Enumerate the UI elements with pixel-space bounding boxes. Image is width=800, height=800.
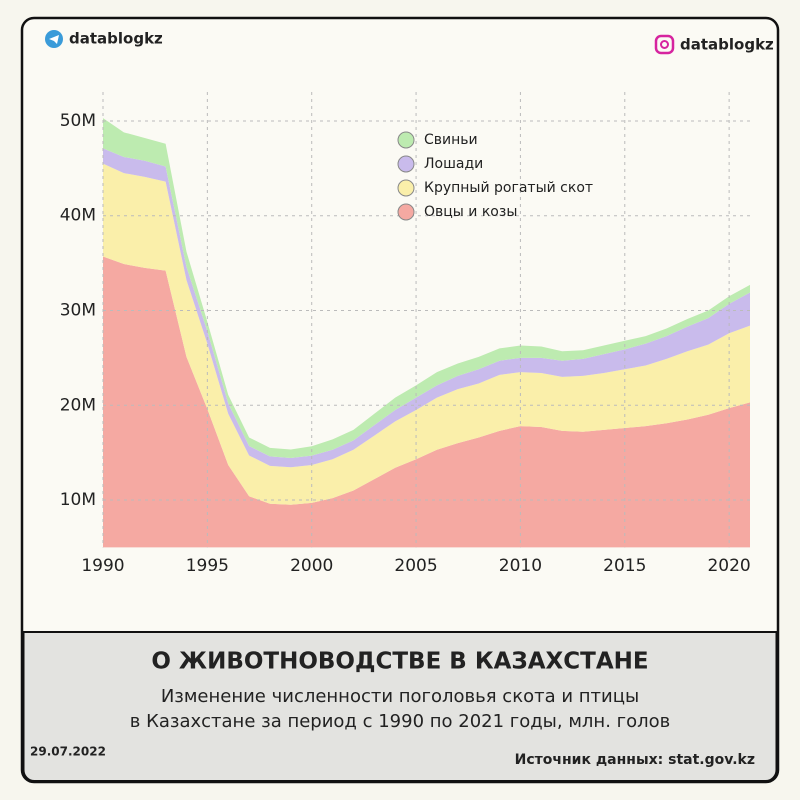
legend-label: Крупный рогатый скот bbox=[424, 180, 593, 196]
header-left: datablogkz bbox=[69, 30, 163, 48]
legend-label: Свиньи bbox=[424, 132, 478, 148]
x-tick-label: 2020 bbox=[707, 556, 750, 576]
area bbox=[103, 148, 750, 468]
footer-panel bbox=[22, 631, 778, 782]
instagram-icon bbox=[654, 34, 675, 55]
legend-swatch bbox=[397, 131, 415, 149]
instagram-lens bbox=[660, 40, 669, 49]
area bbox=[103, 118, 750, 459]
footer-subtitle: Изменение численности поголовья скота и … bbox=[161, 686, 639, 707]
telegram-plane bbox=[49, 35, 59, 44]
header-right: datablogkz bbox=[680, 36, 774, 54]
x-tick-label: 2010 bbox=[499, 556, 542, 576]
x-tick-label: 2015 bbox=[603, 556, 646, 576]
y-tick-label: 20M bbox=[60, 395, 96, 415]
x-tick-label: 1995 bbox=[186, 556, 229, 576]
y-tick-label: 50M bbox=[60, 111, 96, 131]
area bbox=[103, 163, 750, 505]
footer-title: О ЖИВОТНОВОДСТВЕ В КАЗАХСТАНЕ bbox=[151, 649, 648, 675]
legend-swatch bbox=[397, 155, 415, 173]
x-tick-label: 2005 bbox=[394, 556, 437, 576]
y-tick-label: 30M bbox=[60, 300, 96, 320]
footer-subtitle: в Казахстане за период с 1990 по 2021 го… bbox=[130, 711, 670, 732]
y-tick-label: 10M bbox=[60, 490, 96, 510]
legend-swatch bbox=[397, 179, 415, 197]
legend-label: Лошади bbox=[424, 156, 483, 172]
legend-label: Овцы и козы bbox=[424, 204, 517, 220]
y-tick-label: 40M bbox=[60, 206, 96, 226]
date: 29.07.2022 bbox=[30, 745, 106, 759]
source: Источник данных: stat.gov.kz bbox=[515, 752, 755, 768]
x-tick-label: 2000 bbox=[290, 556, 333, 576]
area bbox=[103, 256, 750, 548]
x-tick-label: 1990 bbox=[81, 556, 124, 576]
legend-swatch bbox=[397, 203, 415, 221]
